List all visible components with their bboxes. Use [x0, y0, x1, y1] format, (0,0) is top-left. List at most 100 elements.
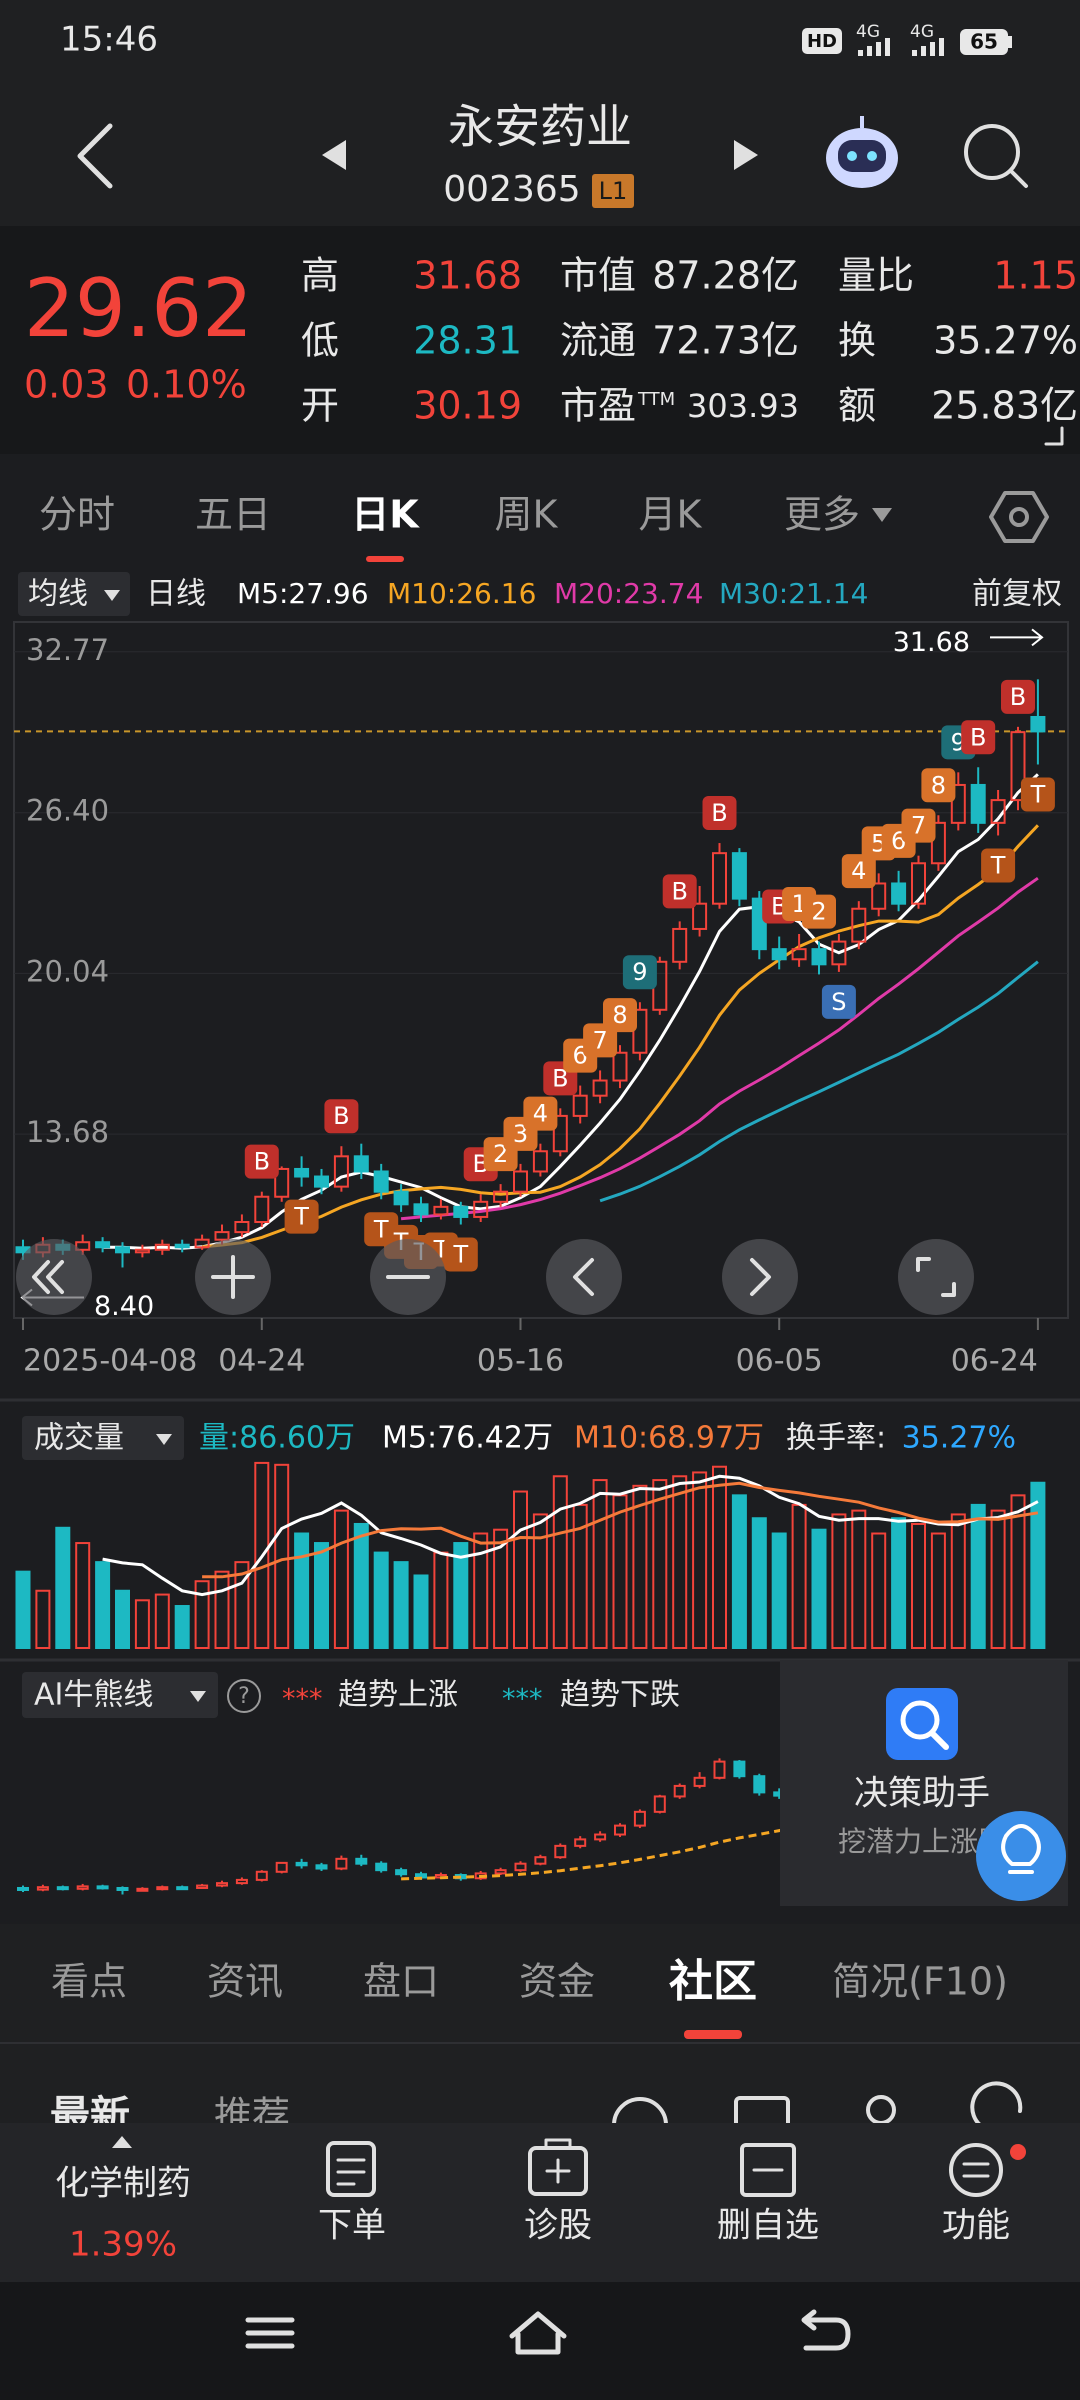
candle-body: [731, 852, 747, 900]
y-tick-label: 32.77: [26, 633, 109, 667]
candle-body: [275, 1861, 288, 1873]
volume-bar: [134, 1599, 150, 1649]
ma-line: [400, 876, 1039, 1221]
search-icon[interactable]: [964, 124, 1028, 188]
candle-body: [295, 1861, 308, 1867]
chart-tab[interactable]: 月K: [639, 493, 703, 537]
signal-badge: [921, 768, 956, 803]
high-arrow: [990, 628, 1044, 647]
candle-body: [194, 1238, 210, 1249]
expand-icon[interactable]: [1044, 426, 1064, 446]
ai-selector-bg[interactable]: [22, 1672, 218, 1718]
menu-button[interactable]: [245, 2317, 295, 2349]
candle-body: [592, 1079, 608, 1097]
sector-change: 1.39%: [69, 2225, 177, 2265]
candle-body: [333, 1155, 349, 1188]
volume-selector[interactable]: 成交量: [34, 1421, 124, 1456]
volume-bar: [652, 1479, 668, 1650]
field-label: 市盈: [560, 384, 636, 428]
x-tick-label: 06-24: [951, 1344, 1038, 1379]
ma-selector[interactable]: 均线: [28, 577, 88, 612]
field-label: 开: [301, 384, 339, 428]
info-tab[interactable]: 资金: [519, 1960, 595, 2004]
scroll-right[interactable]: [722, 1239, 798, 1315]
function-icon: [949, 2143, 1003, 2197]
hd: HD: [807, 31, 837, 52]
decision-popup[interactable]: 决策助手 挖潜力上涨股: [780, 1660, 1068, 1906]
candle-body: [174, 1243, 190, 1249]
candle-body: [753, 1775, 766, 1794]
toolbar-item[interactable]: 删自选: [717, 2206, 819, 2246]
candle-body: [552, 1114, 568, 1153]
signal-label: T: [293, 1203, 309, 1231]
chart-tab[interactable]: 周K: [495, 493, 559, 537]
candle-body: [154, 1243, 170, 1251]
fullscreen[interactable]: [898, 1239, 974, 1315]
sector[interactable]: 化学制药: [55, 2164, 191, 2204]
info-tab[interactable]: 简况(F10): [832, 1960, 1008, 2004]
field-value: 72.73亿: [652, 319, 799, 363]
back-nav-button[interactable]: [801, 2309, 851, 2351]
candle-body: [514, 1862, 527, 1872]
field-label: 高: [301, 254, 339, 298]
up-label: 趋势上涨: [338, 1678, 458, 1713]
zoom-reset[interactable]: [16, 1239, 92, 1315]
ma-selector-bg[interactable]: [18, 572, 130, 616]
price-change: 0.03: [24, 363, 109, 407]
volume-bar: [871, 1532, 887, 1650]
volume-selector-bg[interactable]: [22, 1416, 184, 1460]
settings-icon[interactable]: [989, 491, 1049, 543]
volume-bar: [930, 1532, 946, 1650]
refresh-icon[interactable]: [970, 2081, 1023, 2127]
candle-body: [633, 1810, 646, 1827]
last-price: 29.62: [24, 262, 253, 355]
assistant-icon[interactable]: [826, 116, 898, 188]
volume-bar: [552, 1475, 568, 1649]
volume-bar: [811, 1528, 827, 1649]
volume-bar: [115, 1589, 130, 1650]
candle-body: [811, 948, 827, 966]
candle-body: [494, 1869, 507, 1875]
volume-bar: [333, 1509, 349, 1650]
expand-arrow[interactable]: [112, 2136, 132, 2148]
back-button[interactable]: [77, 123, 113, 189]
candle-body: [134, 1248, 150, 1254]
signal-label: T: [452, 1241, 468, 1269]
toolbar-item[interactable]: 下单: [318, 2206, 386, 2246]
candle-body: [36, 1886, 49, 1891]
chart-tab[interactable]: 分时: [39, 493, 115, 537]
candle-body: [214, 1231, 230, 1241]
volume-bar: [353, 1522, 369, 1649]
candle-body: [692, 902, 708, 930]
toolbar-item[interactable]: 诊股: [524, 2206, 592, 2246]
chart-tab-active[interactable]: 日K: [351, 493, 420, 537]
volume-label: M5:76.42万: [382, 1421, 553, 1456]
info-tab[interactable]: 看点: [51, 1960, 127, 2004]
info-tab[interactable]: 资讯: [207, 1960, 283, 2004]
dropdown-arrow: [872, 508, 892, 522]
y-tick-label: 13.68: [26, 1115, 109, 1149]
next-stock[interactable]: [734, 140, 758, 170]
candle-body: [791, 948, 807, 961]
signal-label: 7: [592, 1026, 607, 1054]
idea-button[interactable]: [976, 1811, 1066, 1901]
info-tab[interactable]: 盘口: [363, 1960, 439, 2004]
scroll-left[interactable]: [546, 1239, 622, 1315]
signal-label: B: [1010, 683, 1026, 711]
signal-label: 8: [931, 771, 946, 799]
adjust-mode[interactable]: 前复权: [972, 577, 1062, 612]
candle-body: [614, 1824, 626, 1836]
chart-tab[interactable]: 更多: [784, 493, 860, 537]
tab-underline: [684, 2030, 742, 2039]
home-button[interactable]: [509, 2311, 567, 2355]
info-tab-active[interactable]: 社区: [669, 1956, 757, 2007]
ai-selector[interactable]: AI牛熊线: [34, 1678, 153, 1713]
toolbar-item[interactable]: 功能: [942, 2206, 1010, 2246]
candle-body: [453, 1205, 469, 1218]
signal-label: B: [254, 1148, 270, 1176]
prev-stock[interactable]: [322, 140, 346, 170]
chart-tab[interactable]: 五日: [195, 493, 271, 537]
help-icon[interactable]: [227, 1679, 261, 1713]
bulb-icon: [1001, 1824, 1041, 1874]
